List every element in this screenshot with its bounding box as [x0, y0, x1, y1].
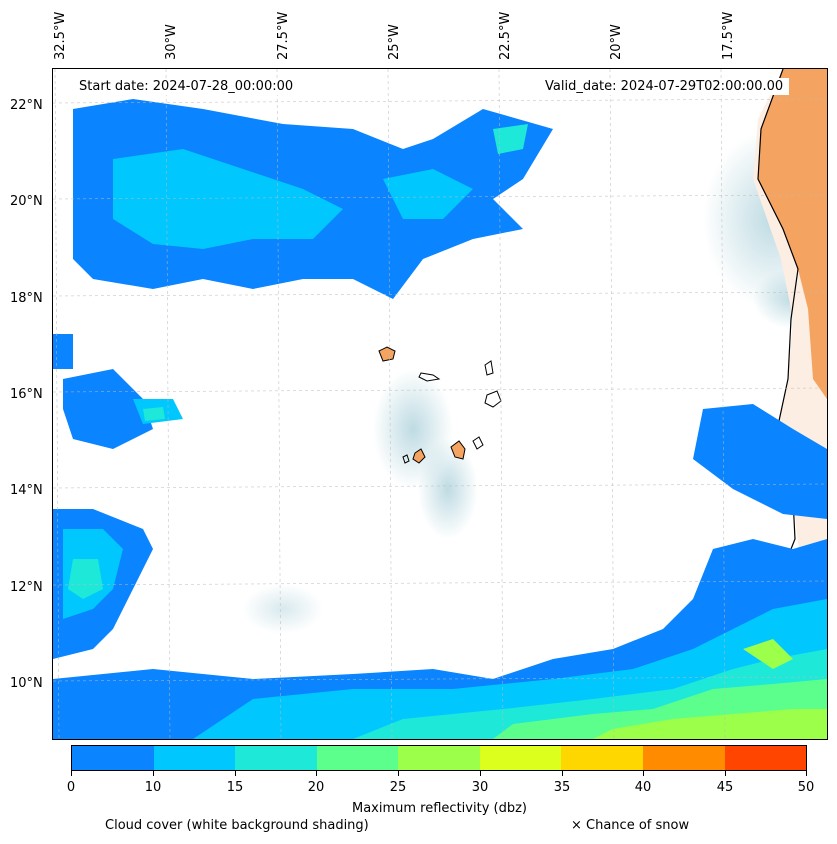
lon-label: 25°W — [387, 24, 402, 60]
colorbar-tick-label: 40 — [634, 780, 652, 795]
colorbar-tick — [643, 771, 644, 776]
colorbar-tick-label: 25 — [389, 780, 407, 795]
colorbar-tick — [725, 771, 726, 776]
lat-label: 12°N — [10, 580, 43, 595]
colorbar-tick — [235, 771, 236, 776]
snow-chance-note: × Chance of snow — [571, 818, 690, 833]
reflectivity-contours — [53, 99, 827, 739]
colorbar-tick-label: 35 — [553, 780, 571, 795]
colorbar-tick — [71, 771, 72, 776]
cape-verde-islands — [378, 346, 502, 464]
colorbar-segment — [724, 746, 807, 770]
reflectivity-colorbar — [71, 745, 807, 771]
colorbar-tick-label: 15 — [226, 780, 244, 795]
colorbar-tick — [153, 771, 154, 776]
colorbar-title: Maximum reflectivity (dbz) — [352, 801, 527, 816]
colorbar-segment — [398, 746, 480, 770]
lat-label: 14°N — [10, 483, 43, 498]
colorbar-segment — [316, 746, 399, 770]
colorbar-segment — [479, 746, 562, 770]
colorbar-segment — [561, 746, 643, 770]
lon-label: 30°W — [164, 24, 179, 60]
colorbar-tick — [316, 771, 317, 776]
colorbar-segment — [642, 746, 725, 770]
lon-label: 22.5°W — [498, 11, 513, 60]
lat-label: 22°N — [10, 98, 43, 113]
lat-label: 20°N — [10, 194, 43, 209]
lon-label: 27.5°W — [276, 11, 291, 60]
graticule — [53, 69, 827, 739]
colorbar-segment — [235, 746, 317, 770]
colorbar-segment — [72, 746, 154, 770]
colorbar-tick-label: 0 — [66, 780, 76, 795]
colorbar-tick — [806, 771, 807, 776]
colorbar-tick-label: 10 — [144, 780, 162, 795]
start-date-label: Start date: 2024-07-28_00:00:00 — [73, 78, 300, 95]
colorbar-tick — [562, 771, 563, 776]
africa-coast-orange — [758, 69, 827, 399]
lat-label: 16°N — [10, 387, 43, 402]
colorbar-tick — [398, 771, 399, 776]
map-plot-area[interactable]: Start date: 2024-07-28_00:00:00 Valid_da… — [52, 68, 828, 740]
lat-label: 10°N — [10, 676, 43, 691]
colorbar-tick — [480, 771, 481, 776]
cloud-cover-note: Cloud cover (white background shading) — [105, 818, 369, 833]
colorbar-tick-label: 20 — [307, 780, 325, 795]
colorbar-segment — [153, 746, 236, 770]
colorbar-tick-label: 45 — [716, 780, 734, 795]
lat-label: 18°N — [10, 291, 43, 306]
map-canvas — [53, 69, 827, 739]
lon-label: 32.5°W — [53, 11, 68, 60]
lon-label: 20°W — [609, 24, 624, 60]
colorbar-tick-label: 50 — [797, 780, 815, 795]
valid-date-label: Valid_date: 2024-07-29T02:00:00.00 — [539, 78, 790, 95]
lon-label: 17.5°W — [721, 11, 736, 60]
colorbar-tick-label: 30 — [471, 780, 489, 795]
